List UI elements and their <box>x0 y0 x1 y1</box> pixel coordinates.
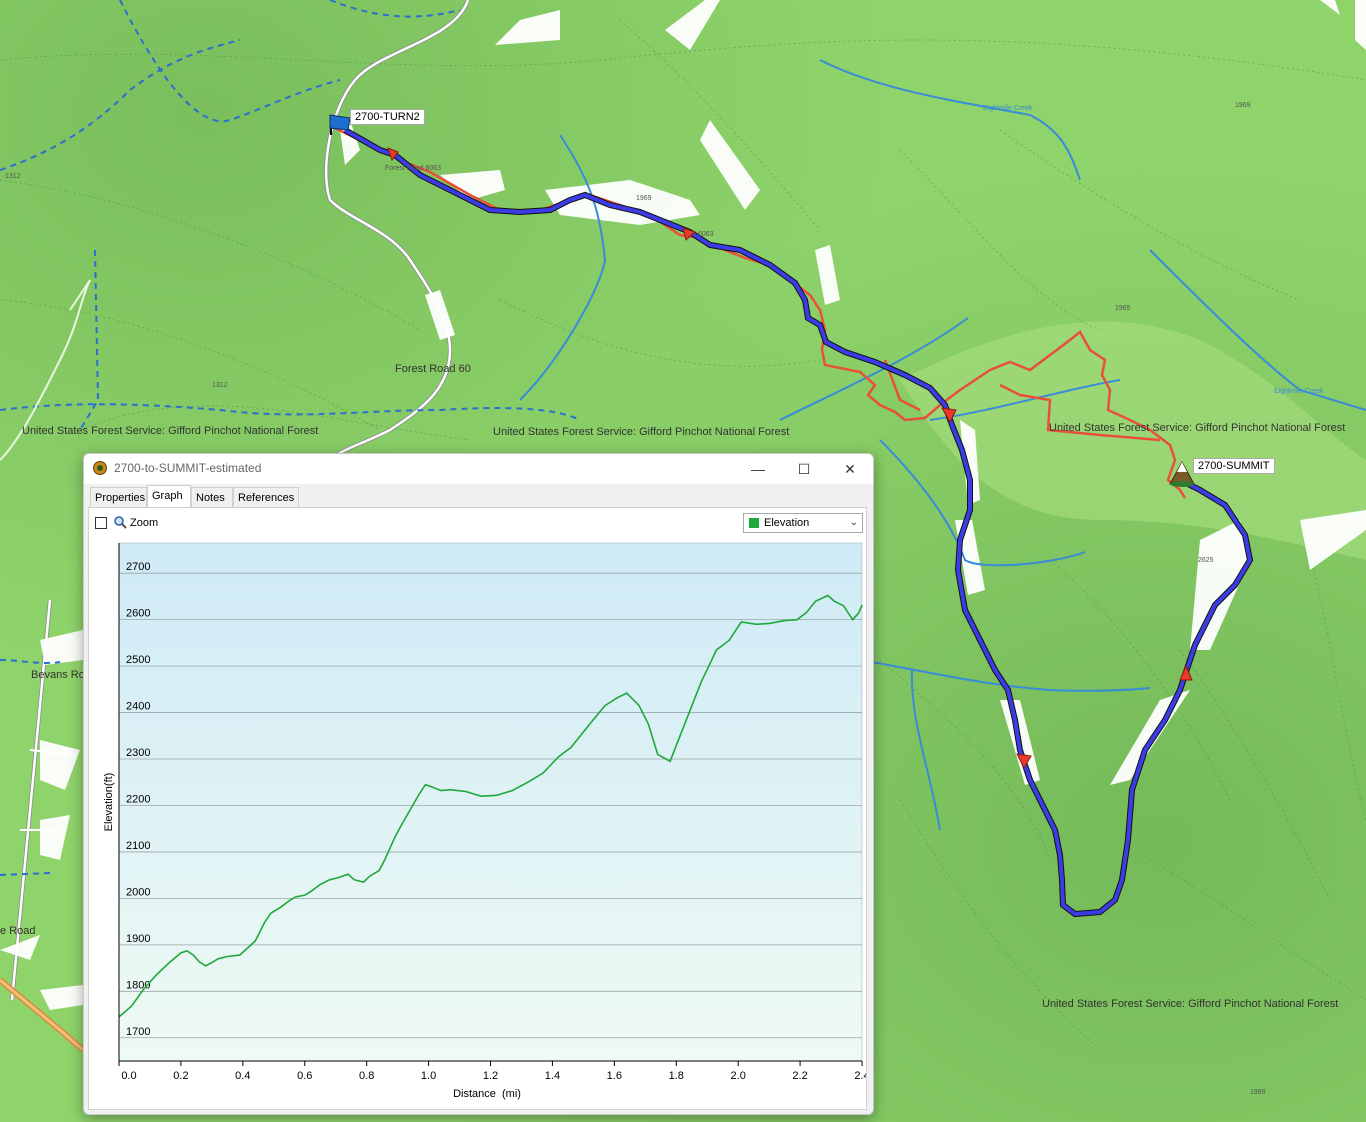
properties-window[interactable]: 2700-to-SUMMIT-estimated — ☐ ✕ Propertie… <box>83 453 874 1115</box>
tab-notes[interactable]: Notes <box>191 487 233 507</box>
x-tick-label: 0.8 <box>359 1070 374 1082</box>
window-title: 2700-to-SUMMIT-estimated <box>114 461 262 475</box>
x-tick-label: 1.0 <box>421 1070 436 1082</box>
y-axis-label: Elevation(ft) <box>103 773 115 832</box>
map-label-2625: 2625 <box>1198 557 1214 564</box>
x-axis-ticks: 0.0 0.2 0.4 0.6 0.8 1.0 1.2 1.4 1.6 1.8 2.0 2.2 2.4 <box>118 1061 866 1082</box>
summit-cap <box>1177 462 1187 472</box>
y-tick-label: 2400 <box>126 701 150 713</box>
window-titlebar[interactable]: 2700-to-SUMMIT-estimated — ☐ ✕ <box>84 454 873 484</box>
y-tick-label: 2600 <box>126 608 150 620</box>
app-icon <box>93 461 107 475</box>
trails-dashed <box>0 0 581 876</box>
x-tick-label: 0.0 <box>121 1070 136 1082</box>
streams <box>519 59 1366 831</box>
direction-arrow-icon <box>1179 664 1193 681</box>
direction-arrow-icon <box>1016 753 1032 770</box>
y-tick-label: 2200 <box>126 793 150 805</box>
elevation-swatch-icon <box>749 518 759 528</box>
map-label-gifford-pinchot: United States Forest Service: Gifford Pi… <box>493 426 790 438</box>
x-tick-label: 2.0 <box>731 1070 746 1082</box>
zoom-checkbox[interactable] <box>95 517 107 529</box>
y-tick-label: 1700 <box>126 1026 150 1038</box>
waypoint-label-summit[interactable]: 2700-SUMMIT <box>1193 458 1275 474</box>
y-tick-label: 2300 <box>126 747 150 759</box>
x-tick-label: 2.2 <box>792 1070 807 1082</box>
close-button[interactable]: ✕ <box>844 461 856 477</box>
graph-panel: Zoom Elevation ⌄ 1700 1800 1900 2000 2100 220… <box>88 507 867 1110</box>
map-label-1969: 1969 <box>1250 1089 1266 1096</box>
series-selected-label: Elevation <box>764 517 810 529</box>
map-label-road: e Road <box>0 925 36 937</box>
x-tick-label: 2.4 <box>854 1070 866 1082</box>
map-label-1965: 1965 <box>1115 305 1131 312</box>
summit-icon[interactable] <box>1169 460 1195 487</box>
x-tick-label: 1.6 <box>607 1070 622 1082</box>
map-label-bevans-road: Bevans Ro <box>31 669 85 681</box>
zoom-label: Zoom <box>130 517 159 529</box>
x-tick-label: 1.8 <box>669 1070 684 1082</box>
y-tick-label: 2700 <box>126 561 150 573</box>
y-axis-ticks: 1700180019002000210022002300240025002600… <box>126 561 150 1038</box>
direction-arrows <box>387 147 1193 770</box>
tab-properties[interactable]: Properties <box>90 487 147 507</box>
planned-track-inner <box>344 128 1253 917</box>
map-label-forest-road-6063: Forest Road 6063 <box>385 165 442 172</box>
direction-arrow-icon <box>941 407 957 424</box>
maximize-button[interactable]: ☐ <box>797 461 811 477</box>
x-tick-label: 1.4 <box>545 1070 560 1082</box>
series-dropdown[interactable]: Elevation ⌄ <box>743 513 863 533</box>
summit-base <box>1170 481 1194 487</box>
map-label-gifford-pinchot: United States Forest Service: Gifford Pi… <box>22 425 319 437</box>
x-axis-label: Distance (mi) <box>453 1088 521 1100</box>
y-tick-label: 2500 <box>126 654 150 666</box>
elevation-line <box>118 594 863 1018</box>
y-tick-label: 1900 <box>126 933 150 945</box>
blue-flag-icon[interactable] <box>329 114 351 135</box>
x-tick-label: 0.4 <box>235 1070 250 1082</box>
magnifier-icon <box>114 516 127 529</box>
white-trails <box>0 279 91 461</box>
map-label-eightmile-creek: Eightmile Creek <box>983 105 1033 112</box>
map-label-6063: 6063 <box>698 231 714 238</box>
direction-arrow-icon <box>387 147 399 162</box>
light-slope-area <box>900 321 1366 560</box>
chevron-down-icon: ⌄ <box>849 517 858 528</box>
y-tick-label: 2100 <box>126 840 150 852</box>
map-label-eightmile-creek: Eightmile Creek <box>1274 388 1324 395</box>
map-label-1312: 1312 <box>212 382 228 389</box>
minimize-button[interactable]: — <box>751 461 765 477</box>
y-tick-label: 2000 <box>126 886 150 898</box>
map-label-gifford-pinchot: United States Forest Service: Gifford Pi… <box>1049 422 1346 434</box>
map-label-gifford-pinchot: United States Forest Service: Gifford Pi… <box>1042 998 1339 1010</box>
tab-references[interactable]: References <box>233 487 299 507</box>
x-tick-label: 1.2 <box>483 1070 498 1082</box>
elevation-chart[interactable]: 1700180019002000210022002300240025002600… <box>89 508 866 1109</box>
contour-lines <box>0 19 1366 1051</box>
map-label-1312: 1312 <box>5 173 21 180</box>
map-label-1969: 1969 <box>636 195 652 202</box>
map-label-forest-road-60: Forest Road 60 <box>395 363 471 375</box>
flag-cloth <box>329 114 351 131</box>
plot-background <box>118 542 863 1062</box>
x-tick-label: 0.6 <box>297 1070 312 1082</box>
grid-lines <box>119 572 862 1039</box>
map-label-1969: 1969 <box>1235 102 1251 109</box>
direction-arrow-icon <box>682 227 696 241</box>
waypoint-label-turn2[interactable]: 2700-TURN2 <box>350 109 425 125</box>
tab-graph[interactable]: Graph <box>147 485 191 507</box>
x-tick-label: 0.2 <box>173 1070 188 1082</box>
